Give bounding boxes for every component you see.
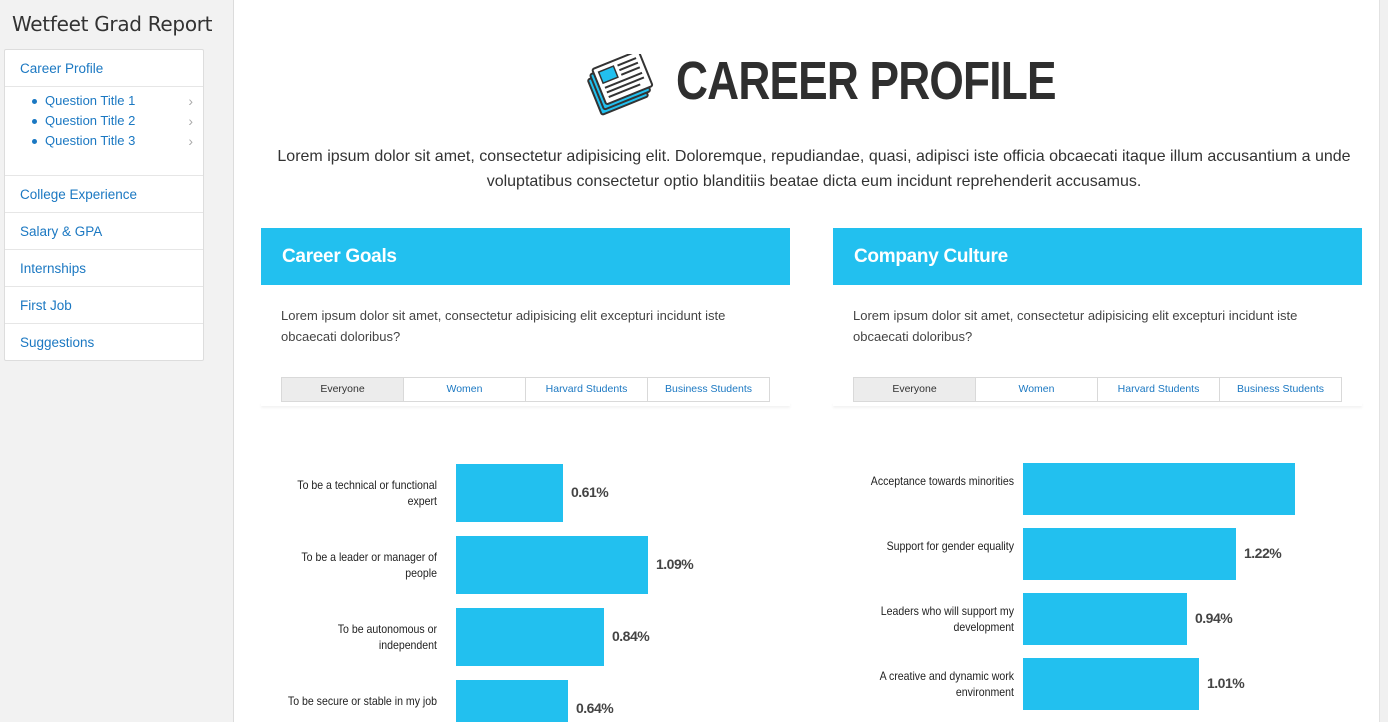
panel-company-culture: Company Culture Lorem ipsum dolor sit am… xyxy=(833,228,1362,722)
sidebar-item-first-job[interactable]: First Job xyxy=(5,286,203,323)
subitem-label: Question Title 1 xyxy=(45,93,136,108)
panel-description: Lorem ipsum dolor sit amet, consectetur … xyxy=(853,308,1298,344)
newspaper-icon xyxy=(587,54,654,116)
bar[interactable] xyxy=(1023,463,1295,515)
bar-value-label: 1.09% xyxy=(656,556,694,572)
subitem-label: Question Title 2 xyxy=(45,113,136,128)
sidebar-subitem-question-1[interactable]: Question Title 1 › xyxy=(5,91,203,111)
bullet-icon xyxy=(32,139,37,144)
filter-tabs: Everyone Women Harvard Students Business… xyxy=(853,377,1342,402)
bar[interactable] xyxy=(456,608,604,666)
sidebar-item-suggestions[interactable]: Suggestions xyxy=(5,323,203,360)
bullet-icon xyxy=(32,119,37,124)
tab-harvard-students[interactable]: Harvard Students xyxy=(525,378,647,401)
tab-harvard-students[interactable]: Harvard Students xyxy=(1097,378,1219,401)
tab-business-students[interactable]: Business Students xyxy=(1219,378,1341,401)
bar-label: Leaders who will support my development xyxy=(880,604,1014,634)
panel-career-goals: Career Goals Lorem ipsum dolor sit amet,… xyxy=(261,228,790,722)
bar[interactable] xyxy=(456,464,563,522)
tabs-divider xyxy=(833,402,1362,406)
sidebar: Wetfeet Grad Report Career Profile Quest… xyxy=(0,0,234,722)
subitem-label: Question Title 3 xyxy=(45,133,136,148)
bullet-icon xyxy=(32,99,37,104)
bar-value-label: 0.61% xyxy=(571,484,609,500)
panel-description: Lorem ipsum dolor sit amet, consectetur … xyxy=(281,308,726,344)
bar-label: To be a leader or manager of people xyxy=(301,550,437,580)
bar-value-label: 0.84% xyxy=(612,628,650,644)
bar-label: Acceptance towards minorities xyxy=(870,474,1014,488)
tab-everyone[interactable]: Everyone xyxy=(282,378,403,401)
scrollbar[interactable] xyxy=(1379,0,1388,722)
page-intro: Lorem ipsum dolor sit amet, consectetur … xyxy=(277,148,1351,190)
bar-value-label: 1.22% xyxy=(1244,545,1282,561)
sidebar-subitem-question-2[interactable]: Question Title 2 › xyxy=(5,111,203,131)
chevron-right-icon: › xyxy=(188,93,193,109)
main-content: CAREER PROFILE Lorem ipsum dolor sit ame… xyxy=(234,0,1388,722)
chevron-right-icon: › xyxy=(188,113,193,129)
filter-tabs: Everyone Women Harvard Students Business… xyxy=(281,377,770,402)
sidebar-subitem-question-3[interactable]: Question Title 3 › xyxy=(5,131,203,151)
sidebar-nav: Career Profile Question Title 1 › Questi… xyxy=(4,49,204,361)
page-hero: CAREER PROFILE xyxy=(584,48,1057,118)
tab-business-students[interactable]: Business Students xyxy=(647,378,769,401)
bar-value-label: 0.94% xyxy=(1195,610,1233,626)
page-title: CAREER PROFILE xyxy=(676,51,1057,111)
panel-title: Company Culture xyxy=(833,228,1362,285)
panel-title: Career Goals xyxy=(261,228,790,285)
sidebar-item-career-profile[interactable]: Career Profile xyxy=(20,61,104,76)
bar-label: To be secure or stable in my job xyxy=(287,694,437,708)
bar[interactable] xyxy=(456,536,648,594)
bar[interactable] xyxy=(1023,528,1236,580)
bar-value-label: 1.01% xyxy=(1207,675,1245,691)
sidebar-item-internships[interactable]: Internships xyxy=(5,249,203,286)
tabs-divider xyxy=(261,402,790,406)
bar[interactable] xyxy=(456,680,568,722)
bar-label: To be a technical or functional expert xyxy=(297,478,437,508)
tab-women[interactable]: Women xyxy=(403,378,525,401)
bar-label: Support for gender equality xyxy=(886,539,1014,553)
bar[interactable] xyxy=(1023,658,1199,710)
tab-women[interactable]: Women xyxy=(975,378,1097,401)
bar-value-label: 0.64% xyxy=(576,700,614,716)
app-title: Wetfeet Grad Report xyxy=(12,12,213,36)
bar[interactable] xyxy=(1023,593,1187,645)
bar-label: A creative and dynamic work environment xyxy=(879,669,1014,699)
sidebar-subnav: Question Title 1 › Question Title 2 › Qu… xyxy=(5,86,203,175)
sidebar-item-college-experience[interactable]: College Experience xyxy=(5,175,203,212)
sidebar-item-salary-gpa[interactable]: Salary & GPA xyxy=(5,212,203,249)
bar-label: To be autonomous or independent xyxy=(337,622,437,652)
chevron-right-icon: › xyxy=(188,133,193,149)
tab-everyone[interactable]: Everyone xyxy=(854,378,975,401)
